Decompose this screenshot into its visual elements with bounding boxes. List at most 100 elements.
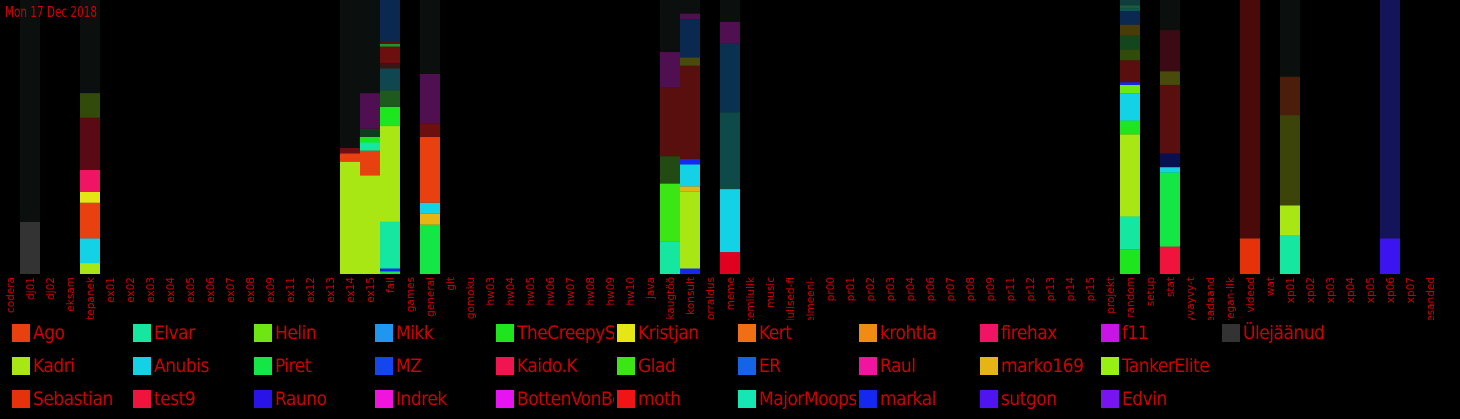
legend-swatch <box>617 324 635 342</box>
x-tick-label: ex12 <box>305 277 317 303</box>
legend-item: Raul <box>859 353 916 379</box>
legend-label: Anubis <box>154 355 209 377</box>
bar-random <box>1120 0 1140 274</box>
x-tick-label: pr15 <box>1085 277 1097 301</box>
bar-segment <box>380 68 400 91</box>
x-tick-label: ex04 <box>165 277 177 303</box>
bar-segment <box>680 268 700 274</box>
legend-swatch <box>133 357 151 375</box>
x-tick-label: xp05 <box>1365 277 1377 303</box>
legend-item: Sebastian <box>12 386 113 412</box>
bar-segment <box>80 202 100 239</box>
bar-segment <box>420 213 440 225</box>
legend-swatch <box>859 390 877 408</box>
bar-segment <box>660 87 680 157</box>
x-tick-label: pelmeeni- <box>805 277 817 320</box>
legend-swatch <box>133 390 151 408</box>
x-tick-label: git <box>445 277 457 291</box>
bar-segment <box>340 161 360 274</box>
bar-segment <box>1160 246 1180 274</box>
bar-segment <box>380 271 400 274</box>
legend-swatch <box>254 390 272 408</box>
x-tick-label: videod <box>1245 277 1257 312</box>
bar-segment <box>1120 120 1140 135</box>
x-tick-label: pr09 <box>985 277 997 301</box>
legend-item: Ago <box>12 320 65 346</box>
bar-segment <box>1160 30 1180 72</box>
legend-label: Glad <box>638 355 676 377</box>
x-tick-label: ex15 <box>365 277 377 303</box>
x-tick-label: ex11 <box>285 277 297 303</box>
bar-segment <box>680 164 700 187</box>
legend-label: Kert <box>759 322 792 344</box>
x-tick-label: codera <box>5 277 17 313</box>
bar-segment <box>1380 238 1400 274</box>
bar-fail <box>380 0 400 274</box>
legend-label: MZ <box>396 355 422 377</box>
x-tick-label: music <box>765 277 777 308</box>
x-tick-label: korraldus <box>705 277 717 320</box>
x-tick-label: pr06 <box>925 277 937 302</box>
x-tick-label: xp07 <box>1405 277 1417 303</box>
bar-segment <box>1120 134 1140 217</box>
legend-item: Edvin <box>1101 386 1167 412</box>
legend-swatch <box>496 357 514 375</box>
x-tick-label: ex01 <box>105 277 117 303</box>
bar-segment <box>1120 5 1140 9</box>
x-tick-label: hw08 <box>585 277 597 306</box>
bar-segment <box>380 268 400 272</box>
bar-segment <box>1120 249 1140 274</box>
x-tick-label: ülesanded <box>1425 277 1437 320</box>
legend-label: test9 <box>154 388 196 410</box>
x-axis-labels: codera dj01 dj02 eksam ettepanek ex01 ex02 ex03… <box>5 276 1437 320</box>
legend-item: Piret <box>254 353 311 379</box>
legend-label: BottenVonBot <box>517 388 614 410</box>
x-tick-label: ex13 <box>325 277 337 303</box>
bar-segment <box>380 221 400 269</box>
legend-swatch <box>254 357 272 375</box>
bar-segment <box>1120 84 1140 94</box>
bar-xp06 <box>1380 0 1400 274</box>
bar-segment <box>1240 238 1260 274</box>
legend-label: Ago <box>33 322 65 344</box>
x-tick-label: teadaand <box>1205 277 1217 320</box>
bar-segment <box>1160 71 1180 85</box>
legend-item: Kert <box>738 320 792 346</box>
legend-item: sutgon <box>980 386 1057 412</box>
x-tick-label: pr13 <box>1045 277 1057 301</box>
x-tick-label: wat <box>1265 277 1277 296</box>
legend-item: Helin <box>254 320 316 346</box>
x-tick-label: hw06 <box>545 277 557 306</box>
bars-group <box>20 0 1400 274</box>
bar-segment <box>80 169 100 192</box>
bar-segment <box>1380 0 1400 239</box>
legend-item: moth <box>617 386 681 412</box>
legend-label: Kaido.K <box>517 355 578 377</box>
legend-label: TheCreepySh <box>517 322 614 344</box>
legend-swatch <box>12 390 30 408</box>
legend-label: markal <box>880 388 936 410</box>
bar-segment <box>20 221 40 274</box>
bar-xp01 <box>1280 0 1300 274</box>
legend-swatch <box>617 357 635 375</box>
bar-segment <box>660 52 680 88</box>
legend-swatch <box>133 324 151 342</box>
bar-segment <box>380 0 400 42</box>
legend-label: Kadri <box>33 355 75 377</box>
x-tick-label: olulised-fi <box>785 277 797 320</box>
x-tick-label: hw09 <box>605 277 617 306</box>
legend-item: Mikk <box>375 320 433 346</box>
stacked-bar-chart: codera dj01 dj02 eksam ettepanek ex01 ex02 ex03… <box>5 0 1437 320</box>
legend-item: test9 <box>133 386 195 412</box>
bar-segment <box>380 90 400 107</box>
x-tick-label: hw10 <box>625 277 637 306</box>
x-tick-label: pr04 <box>905 277 917 302</box>
legend-swatch <box>980 324 998 342</box>
legend-item: krohtla <box>859 320 936 346</box>
x-tick-label: pr03 <box>885 277 897 301</box>
legend-label: TankerElite <box>1122 355 1210 377</box>
bar-segment <box>80 93 100 118</box>
legend-item: f11 <box>1101 320 1148 346</box>
bar-segment <box>80 238 100 264</box>
legend-item: TankerElite <box>1101 353 1209 379</box>
